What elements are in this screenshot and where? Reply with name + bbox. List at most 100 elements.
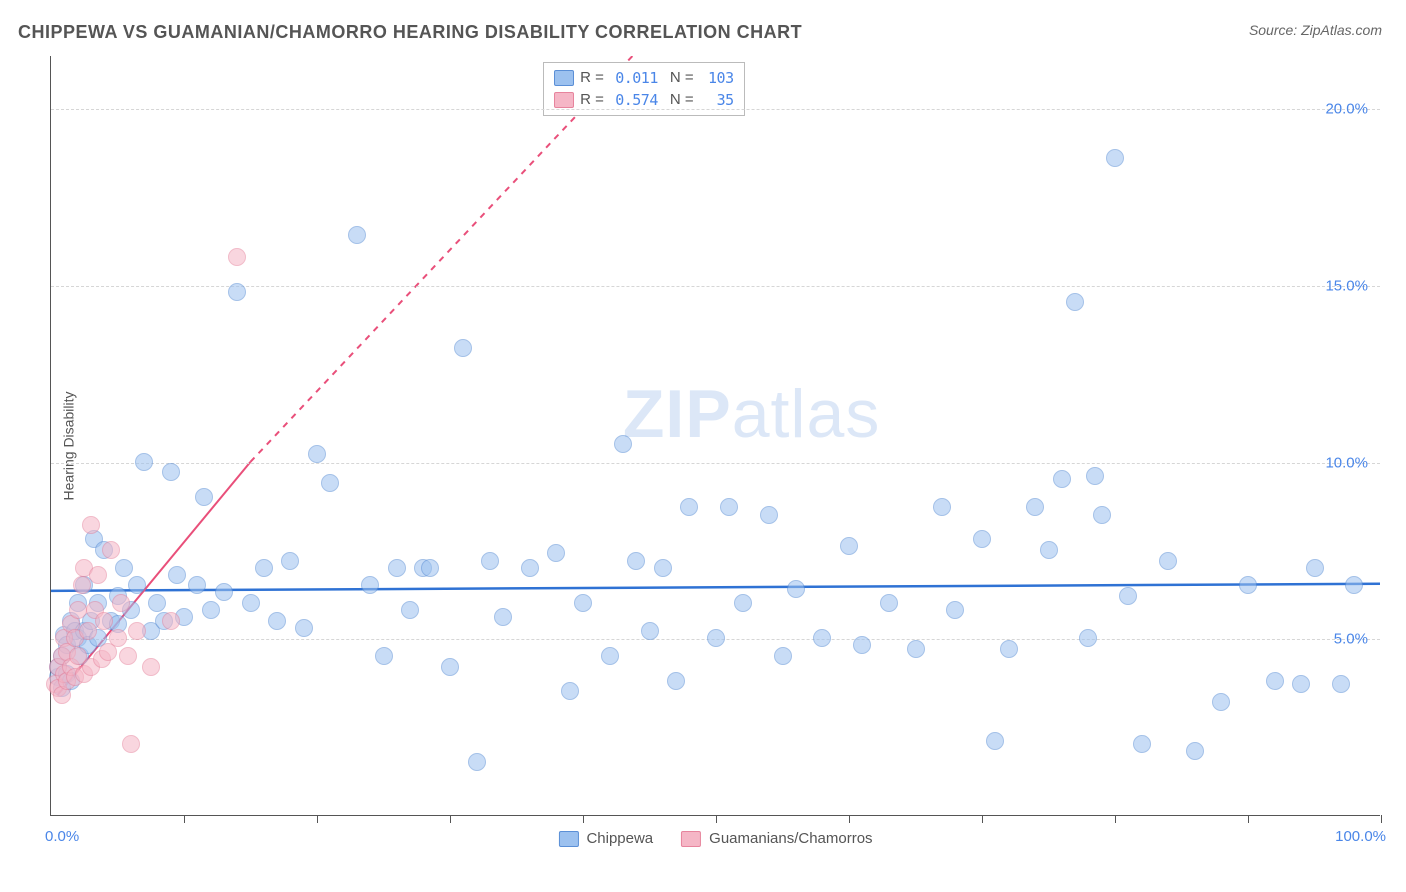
trend-lines-layer [51, 56, 1380, 815]
data-point [1212, 693, 1230, 711]
data-point [760, 506, 778, 524]
legend-swatch [554, 70, 574, 86]
data-point [295, 619, 313, 637]
data-point [441, 658, 459, 676]
legend-r-value: 0.011 [610, 67, 658, 89]
data-point [1026, 498, 1044, 516]
gridline-h [51, 109, 1380, 110]
data-point [168, 566, 186, 584]
x-tick [849, 815, 850, 823]
data-point [481, 552, 499, 570]
series-name: Guamanians/Chamorros [709, 830, 872, 847]
data-point [654, 559, 672, 577]
x-tick [184, 815, 185, 823]
watermark: ZIPatlas [623, 375, 880, 453]
data-point [215, 583, 233, 601]
data-point [1239, 576, 1257, 594]
chart-title: CHIPPEWA VS GUAMANIAN/CHAMORRO HEARING D… [18, 22, 802, 43]
data-point [468, 753, 486, 771]
data-point [115, 559, 133, 577]
x-tick [583, 815, 584, 823]
data-point [142, 658, 160, 676]
data-point [308, 445, 326, 463]
data-point [494, 608, 512, 626]
gridline-h [51, 463, 1380, 464]
data-point [1093, 506, 1111, 524]
data-point [421, 559, 439, 577]
legend-r-value: 0.574 [610, 89, 658, 111]
data-point [268, 612, 286, 630]
data-point [255, 559, 273, 577]
legend-n-value: 103 [700, 67, 734, 89]
series-legend-item: Chippewa [558, 830, 653, 847]
data-point [95, 612, 113, 630]
data-point [614, 435, 632, 453]
data-point [1292, 675, 1310, 693]
data-point [73, 576, 91, 594]
data-point [69, 601, 87, 619]
legend-row: R =0.574N =35 [554, 89, 734, 111]
data-point [521, 559, 539, 577]
data-point [1306, 559, 1324, 577]
data-point [401, 601, 419, 619]
data-point [1332, 675, 1350, 693]
legend-r-label: R = [580, 67, 604, 89]
data-point [1106, 149, 1124, 167]
data-point [162, 463, 180, 481]
data-point [547, 544, 565, 562]
watermark-bold: ZIP [623, 376, 732, 452]
legend-swatch [554, 92, 574, 108]
data-point [1186, 742, 1204, 760]
series-name: Chippewa [586, 830, 653, 847]
data-point [242, 594, 260, 612]
x-tick [716, 815, 717, 823]
data-point [112, 594, 130, 612]
data-point [840, 537, 858, 555]
data-point [128, 576, 146, 594]
y-tick-label: 5.0% [1334, 631, 1368, 648]
x-tick [450, 815, 451, 823]
data-point [375, 647, 393, 665]
data-point [281, 552, 299, 570]
data-point [627, 552, 645, 570]
legend-swatch [681, 831, 701, 847]
gridline-h [51, 286, 1380, 287]
data-point [135, 453, 153, 471]
data-point [89, 566, 107, 584]
y-tick-label: 15.0% [1325, 277, 1368, 294]
x-max-label: 100.0% [1335, 828, 1386, 845]
x-tick [1381, 815, 1382, 823]
legend-r-label: R = [580, 89, 604, 111]
data-point [561, 682, 579, 700]
x-tick [1248, 815, 1249, 823]
data-point [1159, 552, 1177, 570]
watermark-light: atlas [732, 376, 881, 452]
data-point [119, 647, 137, 665]
data-point [907, 640, 925, 658]
data-point [348, 226, 366, 244]
legend-row: R = 0.011 N = 103 [554, 67, 734, 89]
data-point [321, 474, 339, 492]
data-point [82, 516, 100, 534]
y-tick-label: 20.0% [1325, 101, 1368, 118]
x-tick [982, 815, 983, 823]
data-point [946, 601, 964, 619]
data-point [720, 498, 738, 516]
legend-n-label: N = [670, 67, 694, 89]
data-point [102, 541, 120, 559]
data-point [986, 732, 1004, 750]
source-attribution: Source: ZipAtlas.com [1249, 22, 1382, 38]
data-point [1133, 735, 1151, 753]
data-point [774, 647, 792, 665]
y-tick-label: 10.0% [1325, 454, 1368, 471]
data-point [202, 601, 220, 619]
data-point [1040, 541, 1058, 559]
data-point [162, 612, 180, 630]
data-point [1000, 640, 1018, 658]
data-point [109, 629, 127, 647]
series-legend: Chippewa Guamanians/Chamorros [558, 830, 872, 847]
legend-n-value: 35 [700, 89, 734, 111]
data-point [148, 594, 166, 612]
data-point [667, 672, 685, 690]
data-point [680, 498, 698, 516]
